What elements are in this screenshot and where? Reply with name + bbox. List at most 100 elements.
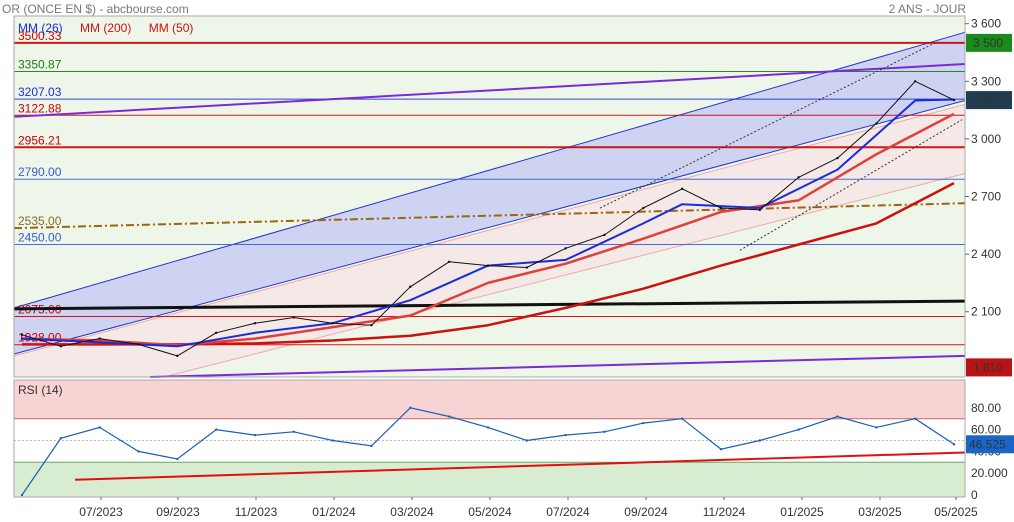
- point-rsi-18: [719, 448, 723, 451]
- point-rsi-8: [331, 439, 334, 442]
- point-rsi-10: [409, 406, 412, 409]
- legend: MM (26) MM (200) MM (50): [18, 21, 207, 35]
- rsi-badge-label: 46.525: [969, 437, 1006, 451]
- point-rsi-14: [564, 433, 567, 437]
- x-tick-label-11: 05/2025: [934, 505, 978, 519]
- rsi-panel: RSI (14)80.0060.0040.0020.000046.52507/2…: [13, 379, 1014, 519]
- point-or-once-en--24: [952, 98, 956, 102]
- point-rsi-2: [98, 426, 101, 429]
- level-label-3: 3122.88: [18, 101, 62, 115]
- point-rsi-17: [680, 417, 684, 420]
- y-tick-label-3: 2 700: [971, 190, 1001, 204]
- x-tick-label-9: 01/2025: [780, 505, 824, 519]
- point-rsi-1: [59, 437, 63, 440]
- point-or-once-en--7: [292, 316, 296, 319]
- black-trendline: [13, 299, 966, 311]
- chart-period: 2 ANS - JOUR: [888, 2, 966, 16]
- x-tick-label-4: 03/2024: [390, 505, 434, 519]
- dotted-line-lower: [739, 119, 963, 251]
- pink-channel-fill: [14, 104, 965, 378]
- point-or-once-en--10: [409, 285, 412, 288]
- purple-lower-line: [149, 354, 966, 378]
- point-or-once-en--19: [758, 208, 762, 212]
- x-tick-label-7: 09/2024: [624, 505, 668, 519]
- point-rsi-7: [292, 430, 296, 433]
- point-rsi-3: [137, 450, 140, 453]
- price-badge-bg-1: [966, 91, 1012, 110]
- point-rsi-16: [642, 421, 645, 425]
- legend-ma26: MM (26): [18, 21, 63, 35]
- price-badge-label-2: 1 810: [973, 360, 1003, 374]
- x-tick-label-3: 01/2024: [312, 505, 356, 519]
- blue-channel-fill: [14, 32, 965, 354]
- price-badge-bg-2: [966, 358, 1012, 377]
- point-or-once-en--11: [447, 260, 451, 263]
- level-label-0: 3500.33: [18, 29, 62, 43]
- point-rsi-23: [913, 417, 917, 420]
- point-rsi-0: [20, 493, 24, 497]
- point-or-once-en--6: [253, 322, 257, 325]
- rsi-tick-label-4: 0: [971, 488, 978, 502]
- price-badge-bg-0: [966, 33, 1012, 52]
- level-label-5: 2790.00: [18, 165, 62, 179]
- rsi-trendline: [74, 451, 966, 481]
- point-or-once-en--15: [603, 233, 606, 237]
- rsi-oversold-zone: [14, 462, 965, 497]
- point-or-once-en--3: [137, 343, 140, 346]
- point-or-once-en--21: [836, 156, 839, 160]
- x-tick-label-5: 05/2024: [468, 505, 512, 519]
- point-rsi-24: [952, 443, 956, 446]
- point-or-once-en--5: [214, 331, 218, 335]
- price-badge-label-1: 3 202: [973, 93, 1003, 107]
- level-label-4: 2956.21: [18, 133, 62, 147]
- point-or-once-en--4: [176, 354, 179, 358]
- price-badge-label-0: 3 500: [973, 36, 1003, 50]
- point-rsi-19: [758, 439, 762, 442]
- rsi-tick-label-0: 80.00: [971, 401, 1001, 415]
- level-label-6: 2535.00: [18, 214, 62, 228]
- point-rsi-12: [486, 426, 490, 429]
- channel-upper-line: [13, 31, 966, 309]
- y-tick-label-1: 3 300: [971, 74, 1001, 88]
- rsi-overbought-zone: [14, 380, 965, 419]
- x-tick-label-2: 11/2023: [235, 505, 278, 519]
- price-panel: 3500.33 3350.87 3207.03 3122.88 2956.21 2790.…: [13, 15, 1012, 378]
- pink-upper-line: [13, 103, 966, 357]
- point-rsi-9: [370, 444, 373, 448]
- y-tick-label-0: 3 600: [971, 17, 1001, 31]
- purple-upper-line: [13, 63, 966, 118]
- point-or-once-en--14: [564, 247, 567, 250]
- x-tick-label-8: 11/2024: [703, 505, 746, 519]
- point-or-once-en--22: [875, 122, 878, 125]
- point-rsi-11: [447, 415, 451, 418]
- rsi-badge-bg: [966, 435, 1014, 454]
- series-mm-26-: [21, 98, 955, 348]
- x-tick-label-0: 07/2023: [79, 505, 123, 519]
- level-label-1: 3350.87: [18, 58, 62, 72]
- y-tick-label-4: 2 400: [971, 247, 1001, 261]
- point-or-once-en--23: [913, 80, 917, 83]
- point-or-once-en--18: [719, 206, 723, 210]
- point-rsi-13: [525, 439, 529, 442]
- point-rsi-21: [836, 415, 839, 418]
- point-or-once-en--0: [20, 333, 24, 336]
- rsi-tick-label-3: 20.000: [971, 466, 1008, 480]
- point-rsi-5: [214, 428, 218, 431]
- legend-ma200: MM (200): [80, 21, 132, 35]
- point-or-once-en--20: [797, 176, 800, 179]
- point-or-once-en--17: [680, 187, 684, 191]
- rsi-tick-label-1: 60.00: [971, 423, 1001, 437]
- point-or-once-en--1: [59, 345, 63, 348]
- level-label-9: 1928.00: [18, 331, 62, 345]
- point-or-once-en--13: [525, 266, 529, 269]
- level-label-2: 3207.03: [18, 85, 62, 99]
- point-rsi-20: [797, 428, 800, 431]
- point-rsi-15: [603, 430, 606, 433]
- chart-title: OR (ONCE EN $) - abcbourse.com: [2, 2, 189, 16]
- point-or-once-en--8: [331, 322, 334, 325]
- channel-lower-line: [13, 100, 966, 355]
- point-rsi-22: [875, 426, 878, 429]
- point-or-once-en--16: [642, 206, 645, 210]
- point-or-once-en--9: [370, 323, 373, 327]
